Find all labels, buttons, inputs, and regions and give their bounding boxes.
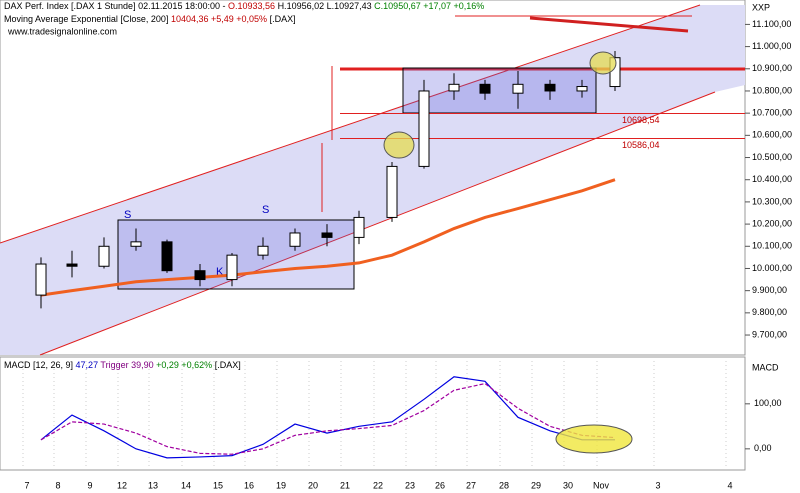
candle-body <box>257 245 269 256</box>
candle-body <box>576 86 588 92</box>
candle-body <box>448 83 460 92</box>
level-label: 10698,54 <box>622 115 660 125</box>
y-tick-label: 10.000,00 <box>752 263 792 273</box>
moving-average <box>40 178 616 297</box>
pattern-label: S <box>262 204 269 216</box>
x-tick-label: 28 <box>499 480 509 490</box>
x-tick-label: 12 <box>117 480 127 490</box>
y-tick-label: 9.900,00 <box>752 285 787 295</box>
trend-line <box>529 16 689 33</box>
highlight <box>589 51 617 75</box>
x-tick-label: 27 <box>466 480 476 490</box>
header-part: C.10950,67 +17,07 +0,16% <box>374 1 484 11</box>
header-part: [.DAX] <box>270 14 296 24</box>
axis-title: XXP <box>752 2 770 12</box>
x-tick-label: 29 <box>531 480 541 490</box>
channel <box>0 5 745 355</box>
y-tick-label: 10.900,00 <box>752 63 792 73</box>
x-tick-label: 20 <box>308 480 318 490</box>
header-part: H.10956,02 L.10927,43 <box>278 1 372 11</box>
header-part: Trigger 39,90 <box>100 360 153 370</box>
y-tick-label: 10.600,00 <box>752 130 792 140</box>
candle-body <box>35 263 47 296</box>
y-tick-label: 10.800,00 <box>752 85 792 95</box>
highlight <box>383 131 415 159</box>
header: DAX Perf. Index [.DAX 1 Stunde] 02.11.20… <box>4 1 484 11</box>
header-part: Moving Average Exponential [Close, 200] <box>4 14 168 24</box>
y-tick-label: 9.800,00 <box>752 307 787 317</box>
y-tick-label: 0,00 <box>754 443 772 453</box>
header-part: O.10933,56 <box>228 1 275 11</box>
y-tick-label: 10.200,00 <box>752 218 792 228</box>
pattern-label: S <box>124 209 131 221</box>
x-tick-label: 7 <box>24 480 29 490</box>
source: www.tradesignalonline.com <box>7 26 117 36</box>
x-tick-label: 19 <box>276 480 286 490</box>
level-label: 10586,04 <box>622 140 660 150</box>
candle-body <box>544 83 556 92</box>
y-tick-label: 10.700,00 <box>752 108 792 118</box>
y-tick-label: 10.300,00 <box>752 196 792 206</box>
candle-body <box>479 83 491 94</box>
candle-body <box>386 165 398 218</box>
x-tick-label: 3 <box>655 480 660 490</box>
macd-panel <box>0 356 746 471</box>
x-tick-label: 23 <box>405 480 415 490</box>
price-layer: 10698,54 10586,04 <box>35 51 745 309</box>
y-tick-label: 11.000,00 <box>752 41 791 51</box>
candle-body <box>321 232 333 238</box>
x-tick-label: 21 <box>340 480 350 490</box>
candle-body <box>130 241 142 247</box>
range-box <box>402 67 597 114</box>
y-tick-label: 9.700,00 <box>752 329 787 339</box>
macd-layer <box>22 357 727 470</box>
y-tick-label: 10.100,00 <box>752 241 792 251</box>
candle-body <box>66 263 78 267</box>
y-tick-label: 11.100,00 <box>752 19 791 29</box>
highlight <box>555 424 633 454</box>
y-tick-label: 10.400,00 <box>752 174 792 184</box>
x-tick-label: 16 <box>244 480 254 490</box>
x-tick-label: 8 <box>55 480 60 490</box>
candle-body <box>98 245 110 267</box>
macd-header: MACD [12, 26, 9] 47,27 Trigger 39,90 +0,… <box>4 360 241 370</box>
candle-body <box>161 241 173 272</box>
candle-body <box>418 90 430 167</box>
x-tick-label: 15 <box>213 480 223 490</box>
x-tick-label: 9 <box>87 480 92 490</box>
x-tick-label: 13 <box>148 480 158 490</box>
axis-title: MACD <box>752 362 779 372</box>
x-tick-label: 14 <box>181 480 191 490</box>
x-tick-label: 22 <box>373 480 383 490</box>
header-part: +0,29 +0,62% <box>156 360 212 370</box>
channel-upper <box>0 4 701 244</box>
header-part: MACD [12, 26, 9] <box>4 360 73 370</box>
candle-body <box>512 83 524 94</box>
header-part: 47,27 <box>76 360 99 370</box>
candle-body <box>353 216 365 238</box>
y-tick-label: 100,00 <box>754 398 782 408</box>
candle-body <box>194 270 206 281</box>
pattern-label: K <box>216 266 224 278</box>
x-tick-label: 30 <box>563 480 573 490</box>
y-tick-label: 10.500,00 <box>752 152 792 162</box>
ma-label: Moving Average Exponential [Close, 200] … <box>4 14 296 24</box>
x-tick-label: 26 <box>435 480 445 490</box>
channel-lower <box>39 91 716 356</box>
candle-body <box>226 254 238 281</box>
x-tick-label: 4 <box>727 480 732 490</box>
candle-body <box>289 232 301 247</box>
macd-line <box>40 376 615 459</box>
x-tick-label: Nov <box>593 480 610 490</box>
header-part: 10404,36 +5,49 +0,05% <box>171 14 267 24</box>
header-part: [.DAX] <box>215 360 241 370</box>
header-part: DAX Perf. Index [.DAX 1 Stunde] 02.11.20… <box>4 1 225 11</box>
